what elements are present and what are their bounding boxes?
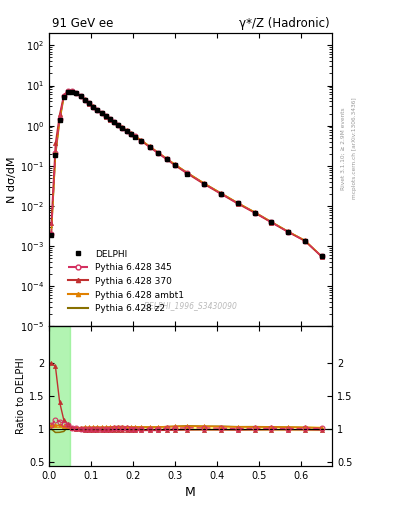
Text: DELPHI_1996_S3430090: DELPHI_1996_S3430090 xyxy=(144,301,237,310)
Text: γ*/Z (Hadronic): γ*/Z (Hadronic) xyxy=(239,17,329,30)
Bar xyxy=(49,326,70,466)
Text: 91 GeV ee: 91 GeV ee xyxy=(52,17,113,30)
X-axis label: M: M xyxy=(185,486,196,499)
Text: mcplots.cern.ch [arXiv:1306.3436]: mcplots.cern.ch [arXiv:1306.3436] xyxy=(352,98,357,199)
Legend: DELPHI, Pythia 6.428 345, Pythia 6.428 370, Pythia 6.428 ambt1, Pythia 6.428 z2: DELPHI, Pythia 6.428 345, Pythia 6.428 3… xyxy=(65,247,186,316)
Y-axis label: N dσ/dM: N dσ/dM xyxy=(7,157,17,203)
Text: Rivet 3.1.10; ≥ 2.9M events: Rivet 3.1.10; ≥ 2.9M events xyxy=(341,107,346,190)
Y-axis label: Ratio to DELPHI: Ratio to DELPHI xyxy=(16,358,26,435)
